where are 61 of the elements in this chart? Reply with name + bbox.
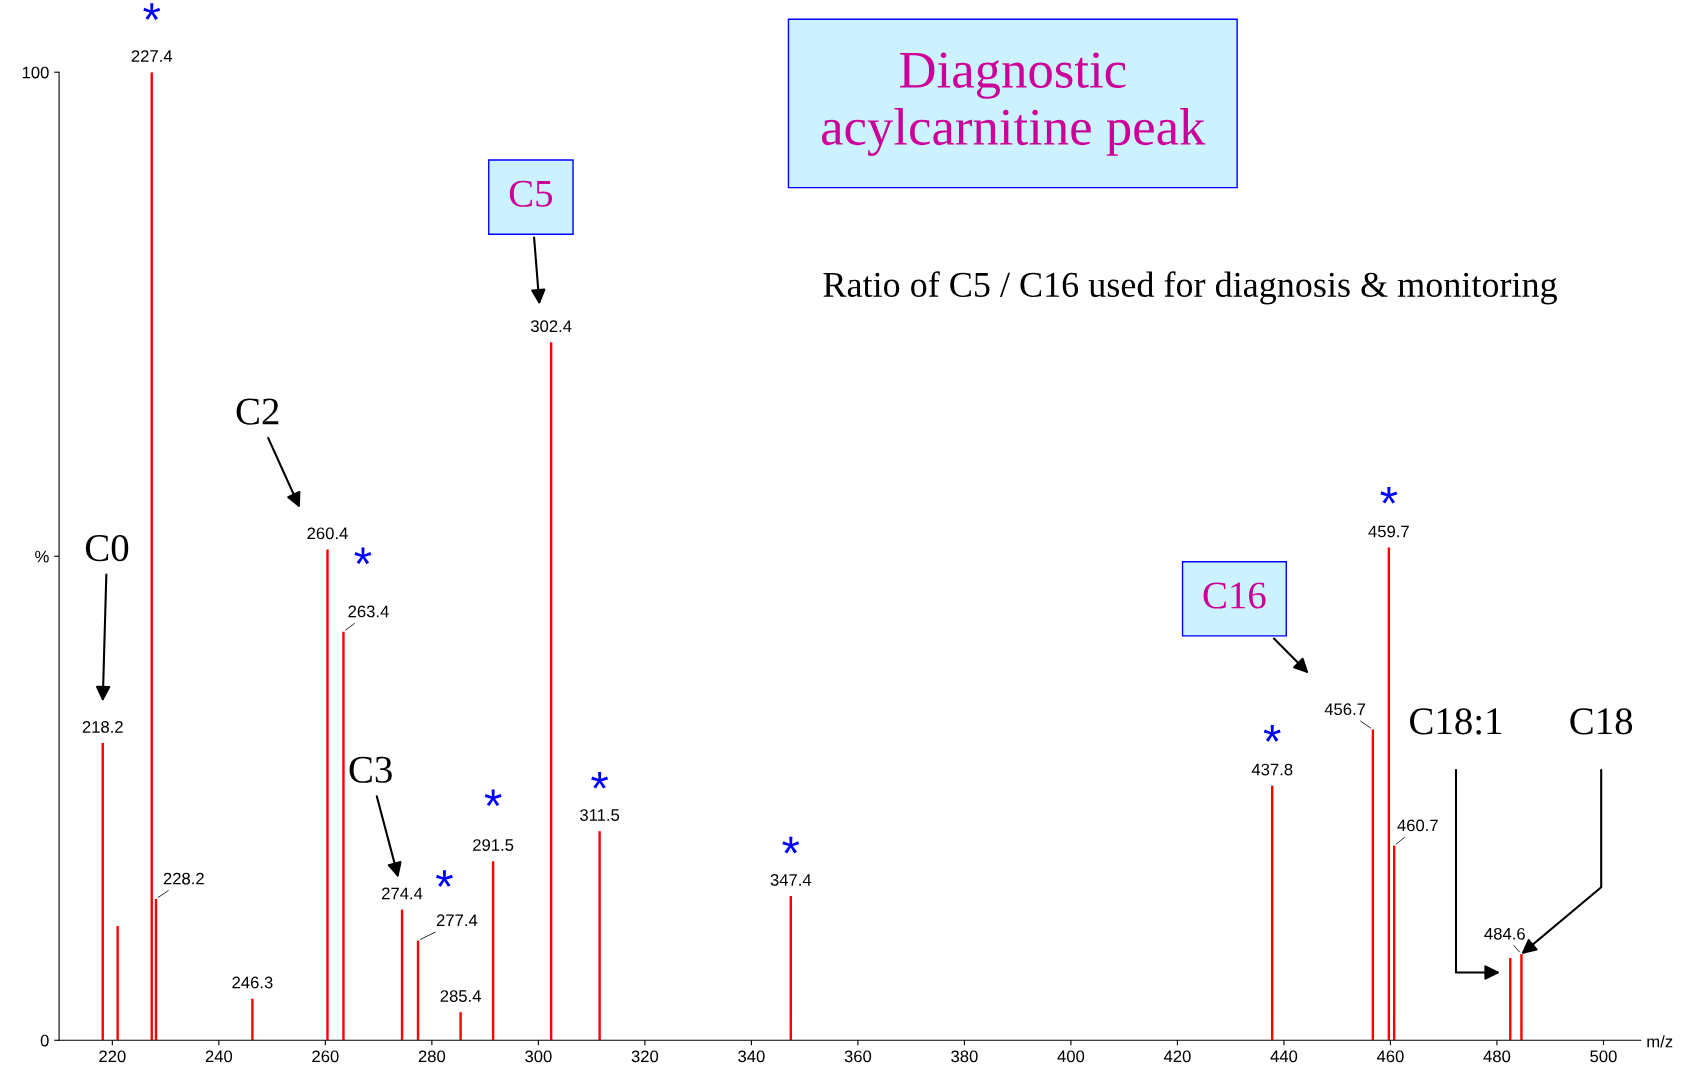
y-tick-label: % [35,550,49,563]
annotation: C3 [349,756,392,783]
annotation: 456.7 [1324,703,1366,716]
x-tick-label: 220 [99,1050,126,1063]
x-tick-label: 380 [951,1050,978,1063]
x-tick-label: 360 [844,1050,872,1063]
text: Ratio of C5 / C16 used for diagnosis & monitoring [823,271,1557,305]
x-tick-label: 260 [312,1050,339,1063]
annotation: 484.6 [1484,927,1525,940]
x-tick-label: 480 [1483,1050,1511,1063]
annotation: * [484,789,502,807]
annotation: * [782,836,800,854]
x-tick-label: 300 [525,1050,552,1063]
annotation: 277.4 [436,914,478,926]
annotation: * [1263,725,1281,742]
annotation: 218.2 [82,721,123,733]
annotation: * [591,772,609,789]
x-tick-label: 240 [205,1050,233,1063]
x-tick-label: 400 [1057,1050,1085,1063]
annotation: * [143,3,161,20]
x-tick-label: 440 [1270,1050,1298,1063]
bar [1520,954,1523,1041]
annotation: C16 [1203,582,1266,609]
annotation: 263.4 [348,605,389,618]
bar [342,631,345,1041]
bar [116,926,119,1041]
annotation: * [435,870,453,887]
x-tick-label: 460 [1376,1050,1404,1063]
annotation: 347.4 [770,873,812,886]
annotation: * [354,547,372,565]
annotation: 246.3 [232,976,273,989]
x-tick-label: 500 [1590,1050,1617,1063]
x-axis-title: m/z [1647,1035,1673,1048]
bar [251,998,254,1041]
annotation: C2 [236,398,279,425]
annotation: 437.8 [1251,763,1293,776]
x-tick-label: 280 [418,1050,446,1063]
annotation: 260.4 [307,527,348,540]
annotation: 302.4 [530,320,572,333]
annotation: 274.4 [382,887,423,900]
annotation: 291.5 [473,839,514,851]
annotation: 227.4 [131,50,173,62]
annotation: C0 [85,534,129,562]
annotation: 285.4 [440,990,481,1002]
annotation: 228.2 [163,872,204,885]
annotation: C5 [509,180,553,207]
annotation: 460.7 [1397,819,1438,832]
annotation: C18:1 [1410,708,1502,735]
annotation: C18 [1570,708,1633,735]
bar [598,831,601,1041]
bar [326,549,329,1041]
x-tick-label: 420 [1163,1050,1191,1063]
annotation: 311.5 [580,809,620,821]
y-tick-label: 0 [40,1034,49,1047]
y-tick-label: 100 [22,66,49,79]
annotation: 459.7 [1368,525,1409,538]
x-tick-label: 320 [631,1050,659,1063]
bar [459,1012,462,1041]
x-tick-label: 340 [738,1050,765,1063]
annotation: * [1380,486,1398,504]
chart-title: Diagnostic acylcarnitine peak [821,52,1206,156]
